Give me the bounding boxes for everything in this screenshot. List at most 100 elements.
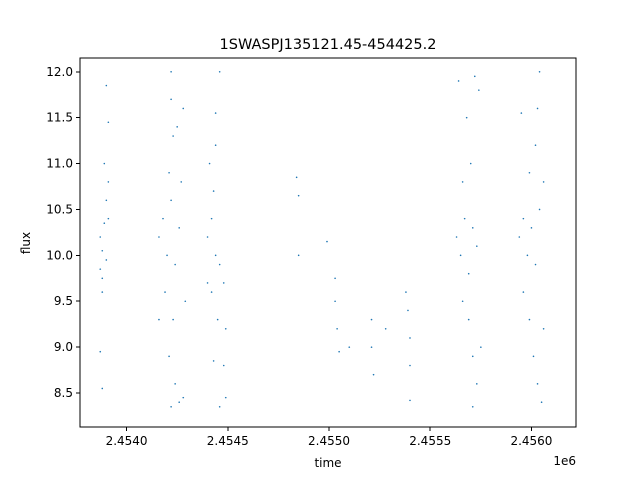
data-point <box>522 291 525 293</box>
chart-title: 1SWASPJ135121.45-454425.2 <box>220 37 437 53</box>
data-point <box>214 144 217 147</box>
data-point <box>338 350 340 353</box>
data-point <box>538 208 541 211</box>
data-point <box>536 107 539 110</box>
data-point <box>222 282 225 284</box>
data-point <box>326 240 328 243</box>
data-point <box>542 181 545 183</box>
data-point <box>168 355 170 358</box>
data-point <box>172 135 174 137</box>
data-point <box>407 309 409 312</box>
x-tick-label: 2.4560 <box>510 434 552 448</box>
data-point <box>457 80 460 82</box>
data-point <box>409 337 411 339</box>
data-point <box>370 318 373 321</box>
data-point <box>208 162 211 165</box>
data-point <box>540 401 543 404</box>
data-point <box>158 318 160 321</box>
data-point <box>473 75 476 78</box>
data-point <box>172 318 174 321</box>
data-point <box>530 227 533 229</box>
data-point <box>210 291 213 293</box>
data-point <box>107 217 110 220</box>
data-point <box>105 259 108 261</box>
data-point <box>520 112 523 114</box>
data-point <box>105 84 108 87</box>
data-point <box>158 236 160 238</box>
y-tick-label: 9.0 <box>54 340 73 354</box>
y-tick-label: 8.5 <box>54 386 73 400</box>
y-tick-label: 12.0 <box>46 65 73 79</box>
data-point <box>206 282 209 284</box>
data-point <box>455 236 458 238</box>
data-point <box>99 268 102 270</box>
data-point <box>101 277 104 280</box>
data-point <box>297 254 300 257</box>
data-point <box>461 181 464 183</box>
data-point <box>170 70 172 73</box>
data-point <box>101 387 104 390</box>
data-point <box>526 254 529 257</box>
data-point <box>164 291 166 293</box>
data-point <box>224 396 227 399</box>
data-point <box>471 355 474 358</box>
data-point <box>538 70 541 73</box>
y-tick-label: 11.0 <box>46 157 73 171</box>
data-point <box>99 236 102 238</box>
data-point <box>170 406 172 408</box>
data-point <box>180 181 183 183</box>
data-point <box>469 162 472 165</box>
data-point <box>107 181 110 183</box>
y-axis-label: flux <box>19 232 33 254</box>
data-point <box>103 222 106 225</box>
x-tick-label: 2.4550 <box>308 434 350 448</box>
data-point <box>459 254 462 257</box>
data-point <box>465 116 468 119</box>
y-tick-label: 11.5 <box>46 111 73 125</box>
data-point <box>174 383 176 385</box>
scatter-points <box>99 70 545 408</box>
data-point <box>174 263 176 266</box>
data-point <box>478 89 480 91</box>
data-point <box>522 217 525 220</box>
plot-frame <box>79 57 577 428</box>
data-point <box>534 263 537 266</box>
data-point <box>176 126 178 128</box>
data-point <box>178 401 180 404</box>
y-tick-label: 10.5 <box>46 202 73 216</box>
data-point <box>471 406 474 408</box>
data-point <box>461 300 464 303</box>
data-point <box>212 360 215 362</box>
data-point <box>178 227 180 229</box>
data-point <box>384 327 387 330</box>
data-point <box>214 254 217 257</box>
data-point <box>210 217 213 220</box>
data-point <box>170 199 172 202</box>
data-point <box>297 194 300 197</box>
data-point <box>224 327 227 330</box>
data-point <box>348 346 351 348</box>
data-point <box>518 236 521 238</box>
data-point <box>218 263 221 266</box>
data-point <box>542 327 545 330</box>
data-point <box>218 406 221 408</box>
data-point <box>528 171 531 174</box>
data-point <box>476 245 478 247</box>
data-point <box>480 346 482 348</box>
data-point <box>105 199 108 202</box>
data-point <box>103 162 106 165</box>
data-point <box>534 144 537 147</box>
data-point <box>101 291 104 293</box>
data-point <box>471 227 474 229</box>
data-point <box>216 318 219 321</box>
data-point <box>336 327 338 330</box>
data-point <box>206 236 209 238</box>
x-axis-ticks: 2.4540 2.4545 2.4550 2.4555 2.4560 <box>106 427 552 448</box>
data-point <box>409 399 411 402</box>
data-point <box>99 350 102 353</box>
y-tick-label: 9.5 <box>54 294 73 308</box>
data-point <box>168 171 170 174</box>
data-point <box>222 364 225 367</box>
data-point <box>295 176 298 179</box>
